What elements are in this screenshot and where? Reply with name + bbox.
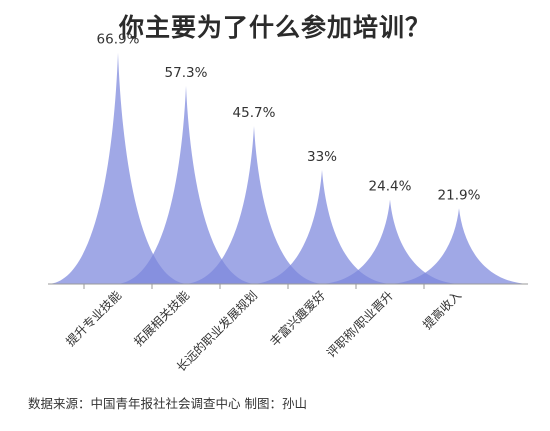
value-label-1: 66.9% xyxy=(97,32,140,48)
peak-3 xyxy=(184,126,324,284)
chart-title: 你主要为了什么参加培训？ xyxy=(118,13,431,42)
peak-4 xyxy=(252,169,392,284)
peak-6 xyxy=(389,208,529,284)
category-label-2: 拓展相关技能 xyxy=(131,288,192,349)
category-label-4: 丰富兴趣爱好 xyxy=(267,288,329,350)
peak-2 xyxy=(116,85,256,284)
value-label-5: 24.4% xyxy=(369,179,412,195)
value-label-4: 33% xyxy=(307,149,337,165)
value-label-6: 21.9% xyxy=(438,187,481,203)
peak-5 xyxy=(320,199,460,284)
value-labels: 66.9% 57.3% 45.7% 33% 24.4% 21.9% xyxy=(97,32,481,204)
peak-series xyxy=(48,52,529,284)
value-label-3: 45.7% xyxy=(233,105,276,121)
category-label-1: 提升专业技能 xyxy=(63,288,125,350)
value-label-2: 57.3% xyxy=(165,65,208,81)
source-note: 数据来源：中国青年报社社会调查中心 制图：孙山 xyxy=(28,396,307,411)
x-axis-ticks xyxy=(83,284,425,289)
category-label-5: 评职称/职业晋升 xyxy=(324,288,396,360)
category-label-6: 提高收入 xyxy=(420,288,465,333)
peak-1 xyxy=(48,52,188,284)
